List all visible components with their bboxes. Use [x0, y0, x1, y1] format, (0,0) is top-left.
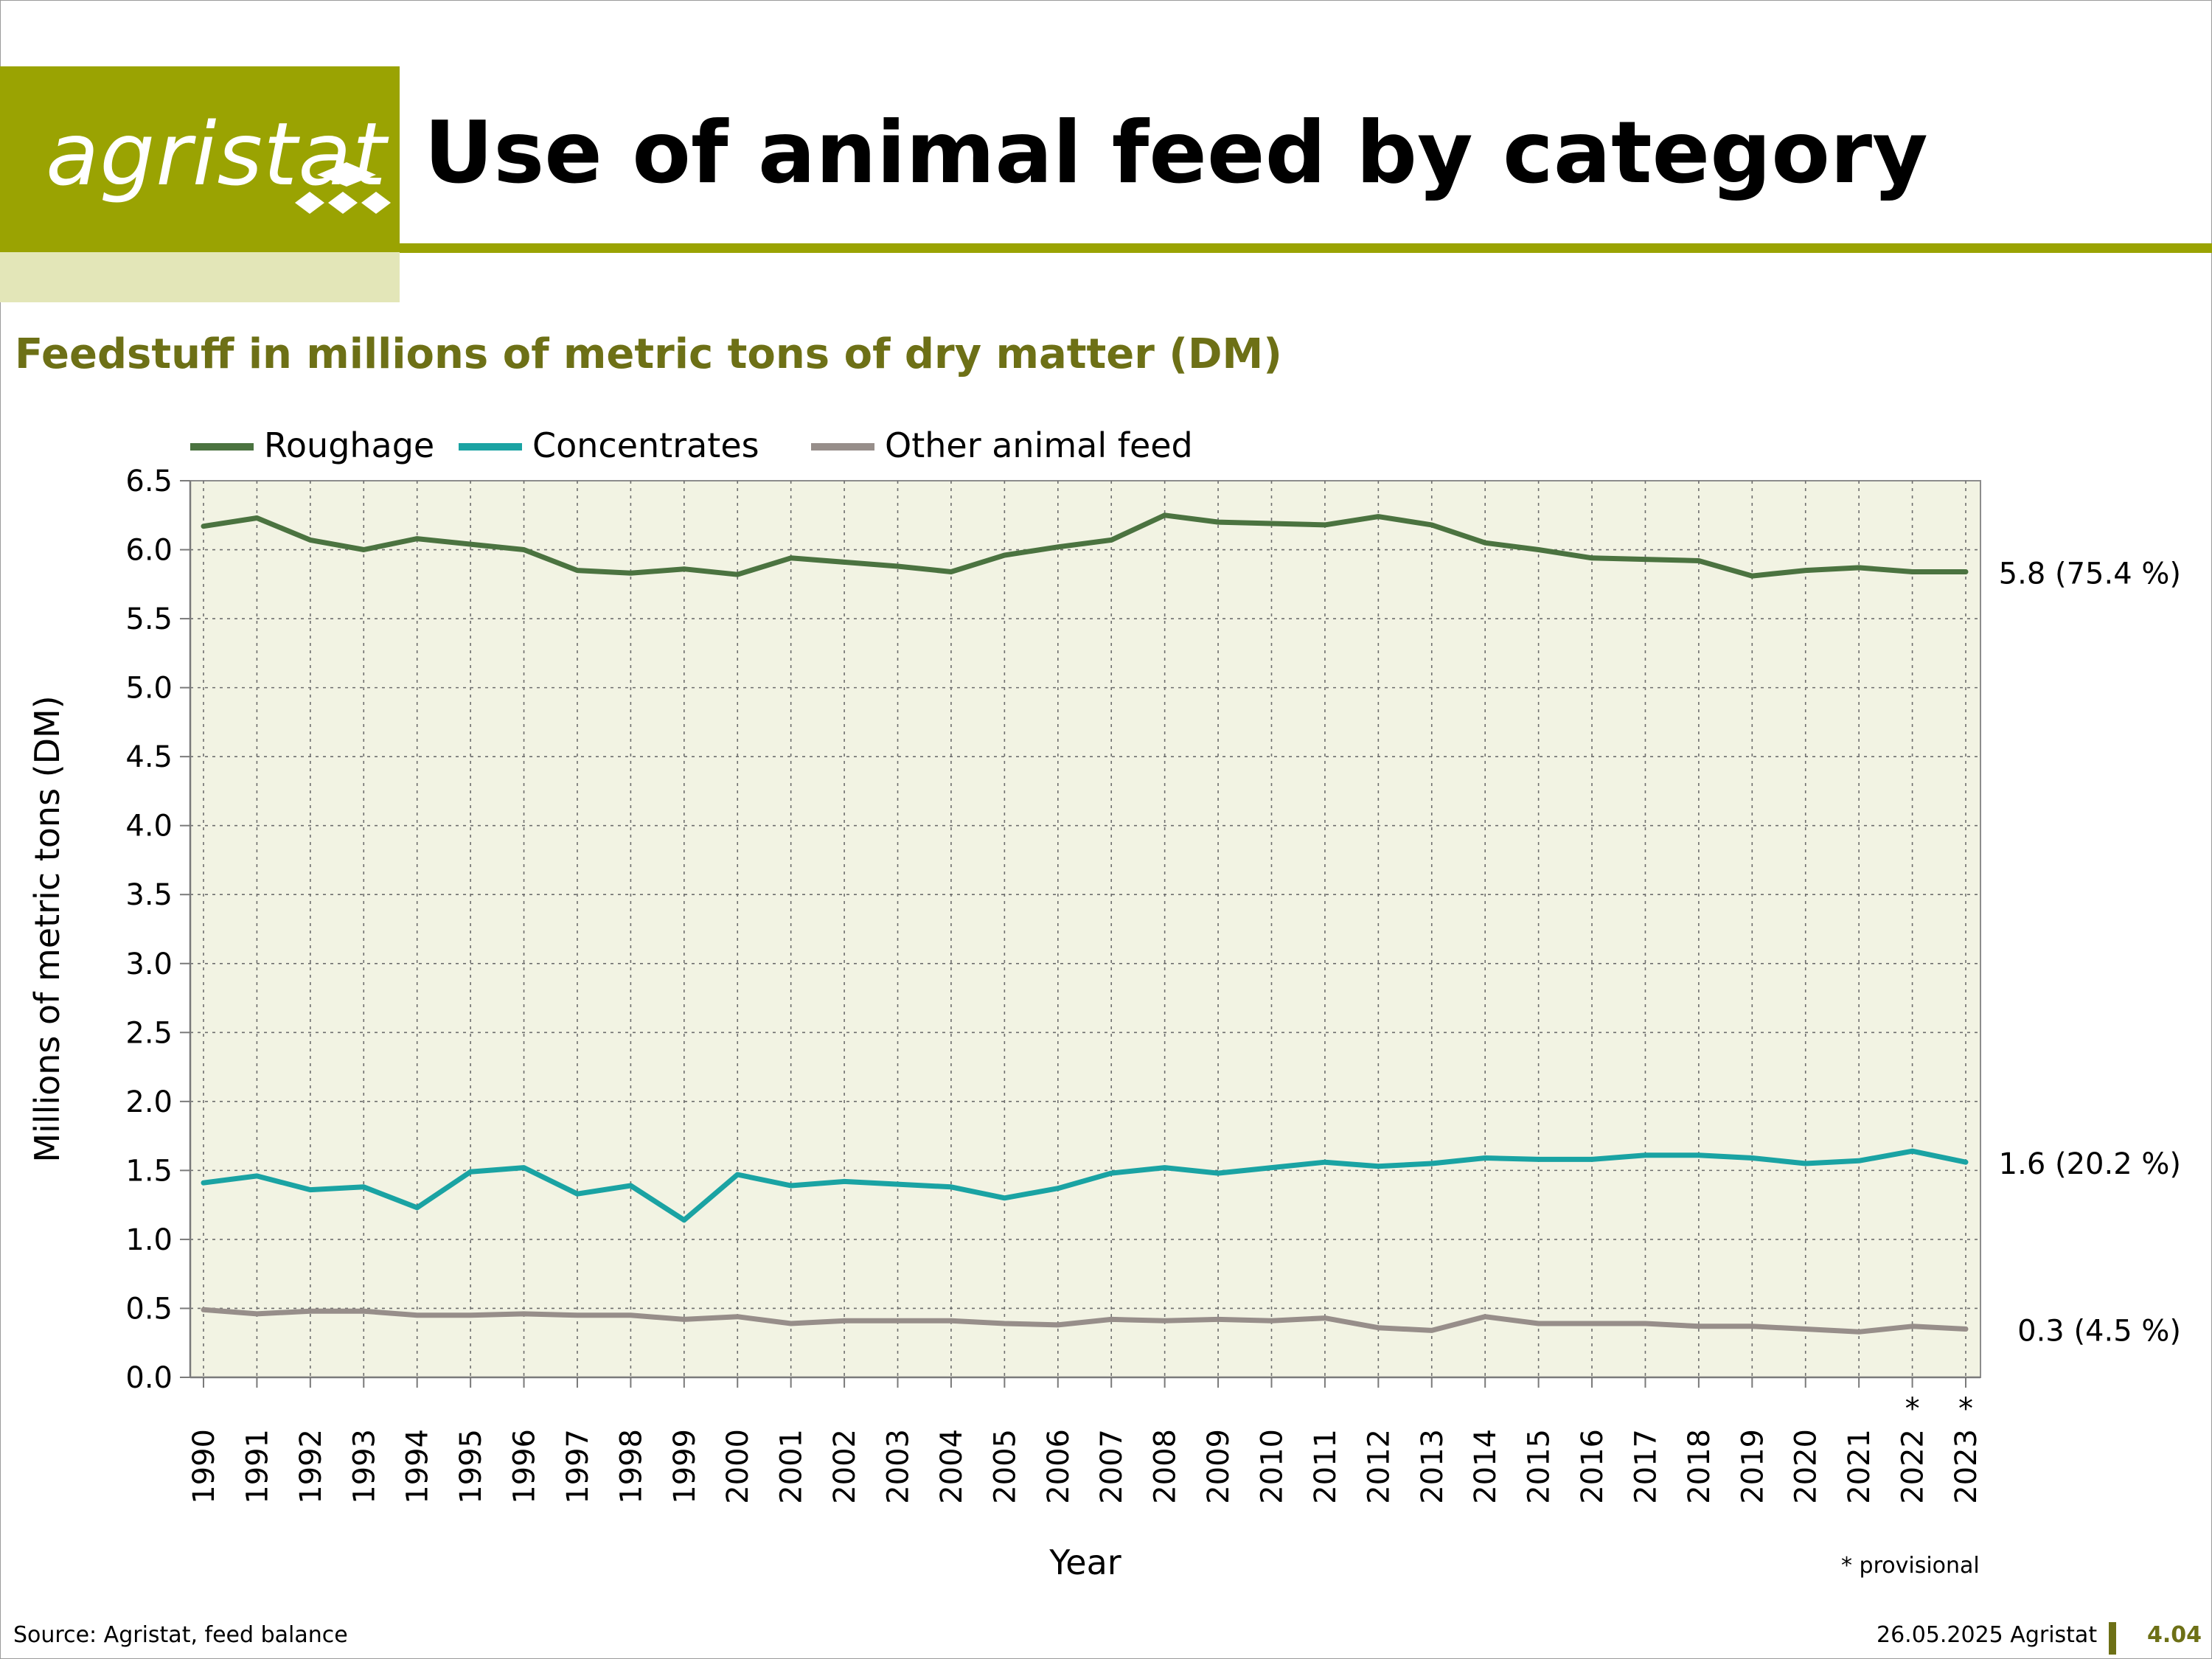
y-axis-label: Millions of metric tons (DM) — [27, 695, 67, 1162]
y-tick-label: 5.5 — [125, 602, 173, 636]
axes — [189, 481, 1980, 1379]
y-tick-label: 4.0 — [125, 810, 173, 844]
logo-diamond-icon — [295, 162, 391, 214]
x-tick-label: 1999 — [668, 1429, 702, 1504]
x-tick-label: 2001 — [775, 1429, 809, 1504]
y-tick-label: 5.0 — [125, 672, 173, 706]
logo-wordmark: agristat — [46, 103, 387, 205]
series-line-other-animal-feed — [201, 1307, 1969, 1335]
legend-label: Concentrates — [532, 425, 759, 465]
x-axis-label: Year — [1048, 1543, 1121, 1582]
provisional-marker: * — [1958, 1392, 1973, 1426]
grid-lines — [190, 481, 1980, 1377]
x-tick-label: 1994 — [401, 1429, 435, 1504]
logo-underbar — [0, 252, 400, 302]
x-tick-label: 2008 — [1149, 1429, 1183, 1504]
x-tick-label: 2019 — [1736, 1429, 1770, 1504]
end-label: 0.3 (4.5 %) — [2017, 1315, 2181, 1349]
x-tick-label: 2021 — [1843, 1429, 1877, 1504]
x-tick-label: 1997 — [561, 1429, 595, 1504]
x-tick-label: 2016 — [1576, 1429, 1610, 1504]
y-tick-label: 1.0 — [125, 1223, 173, 1257]
series-line-roughage — [201, 512, 1969, 579]
legend-label: Roughage — [264, 425, 434, 465]
footer-divider — [2109, 1622, 2116, 1655]
y-tick-labels: 0.0 0.5 1.0 1.5 2.0 2.5 3.0 3.5 4.0 4.5 5.0 5.5 6.0 6… — [125, 465, 190, 1395]
x-tick-label: 2018 — [1683, 1429, 1717, 1504]
x-tick-label: 2015 — [1523, 1429, 1557, 1504]
x-tick-label: 1990 — [187, 1429, 221, 1504]
y-tick-label: 4.5 — [125, 740, 173, 774]
x-tick-label: 1998 — [614, 1429, 648, 1504]
source-note: Source: Agristat, feed balance — [13, 1622, 348, 1648]
footer-date: 26.05.2025 Agristat — [1877, 1622, 2098, 1648]
series-lines — [201, 512, 1969, 1335]
x-tick-label: 2006 — [1042, 1429, 1076, 1504]
x-tick-label: 1992 — [294, 1429, 328, 1504]
x-tick-label: 2012 — [1362, 1429, 1396, 1504]
y-tick-label: 3.5 — [125, 878, 173, 912]
series-line-concentrates — [201, 1148, 1969, 1223]
y-tick-label: 6.5 — [125, 465, 173, 498]
x-tick-labels: 1990 1991 1992 1993 1994 1995 1996 1997 1998 1999… — [187, 1377, 1983, 1504]
x-tick-label: 2004 — [935, 1429, 969, 1504]
header-rule — [400, 243, 2212, 253]
logo-panel — [0, 66, 400, 252]
plot-area — [189, 480, 1981, 1378]
end-label: 1.6 (20.2 %) — [1999, 1147, 2181, 1181]
page-number: 4.04 — [2147, 1622, 2202, 1648]
provisional-footnote: * provisional — [1841, 1553, 1980, 1579]
y-tick-label: 6.0 — [125, 534, 173, 568]
series-end-labels: 5.8 (75.4 %) 1.6 (20.2 %) 0.3 (4.5 %) — [1999, 557, 2181, 1348]
y-tick-label: 2.0 — [125, 1085, 173, 1119]
y-tick-label: 2.5 — [125, 1016, 173, 1050]
x-tick-label: 1993 — [347, 1429, 381, 1504]
provisional-marker: * — [1905, 1392, 1920, 1426]
x-tick-label: 1991 — [240, 1429, 274, 1504]
x-tick-label: 2017 — [1629, 1429, 1663, 1504]
chart-subtitle: Feedstuff in millions of metric tons of … — [15, 330, 1282, 378]
x-tick-label: 2000 — [721, 1429, 755, 1504]
legend: Roughage Concentrates Other animal feed — [190, 425, 1193, 465]
x-tick-label: 2007 — [1095, 1429, 1129, 1504]
x-tick-label: 2002 — [828, 1429, 862, 1504]
x-tick-label: 2014 — [1469, 1429, 1503, 1504]
y-tick-label: 0.0 — [125, 1361, 173, 1395]
legend-label: Other animal feed — [885, 425, 1193, 465]
page-title: Use of animal feed by category — [424, 103, 1928, 203]
x-tick-label: 2020 — [1790, 1429, 1823, 1504]
y-tick-label: 1.5 — [125, 1154, 173, 1188]
x-tick-label: 2013 — [1416, 1429, 1450, 1504]
x-tick-label: 2010 — [1255, 1429, 1289, 1504]
x-tick-label: 1995 — [454, 1429, 488, 1504]
y-tick-label: 0.5 — [125, 1292, 173, 1326]
x-tick-label: 2003 — [882, 1429, 916, 1504]
y-tick-label: 3.0 — [125, 947, 173, 981]
x-tick-label: 2011 — [1309, 1429, 1343, 1504]
x-tick-label: 2009 — [1202, 1429, 1236, 1504]
x-tick-label: 2005 — [988, 1429, 1022, 1504]
x-tick-label: 2023 — [1950, 1429, 1983, 1504]
x-tick-label: 2022 — [1896, 1429, 1930, 1504]
x-tick-label: 1996 — [508, 1429, 542, 1504]
end-label: 5.8 (75.4 %) — [1999, 557, 2181, 591]
